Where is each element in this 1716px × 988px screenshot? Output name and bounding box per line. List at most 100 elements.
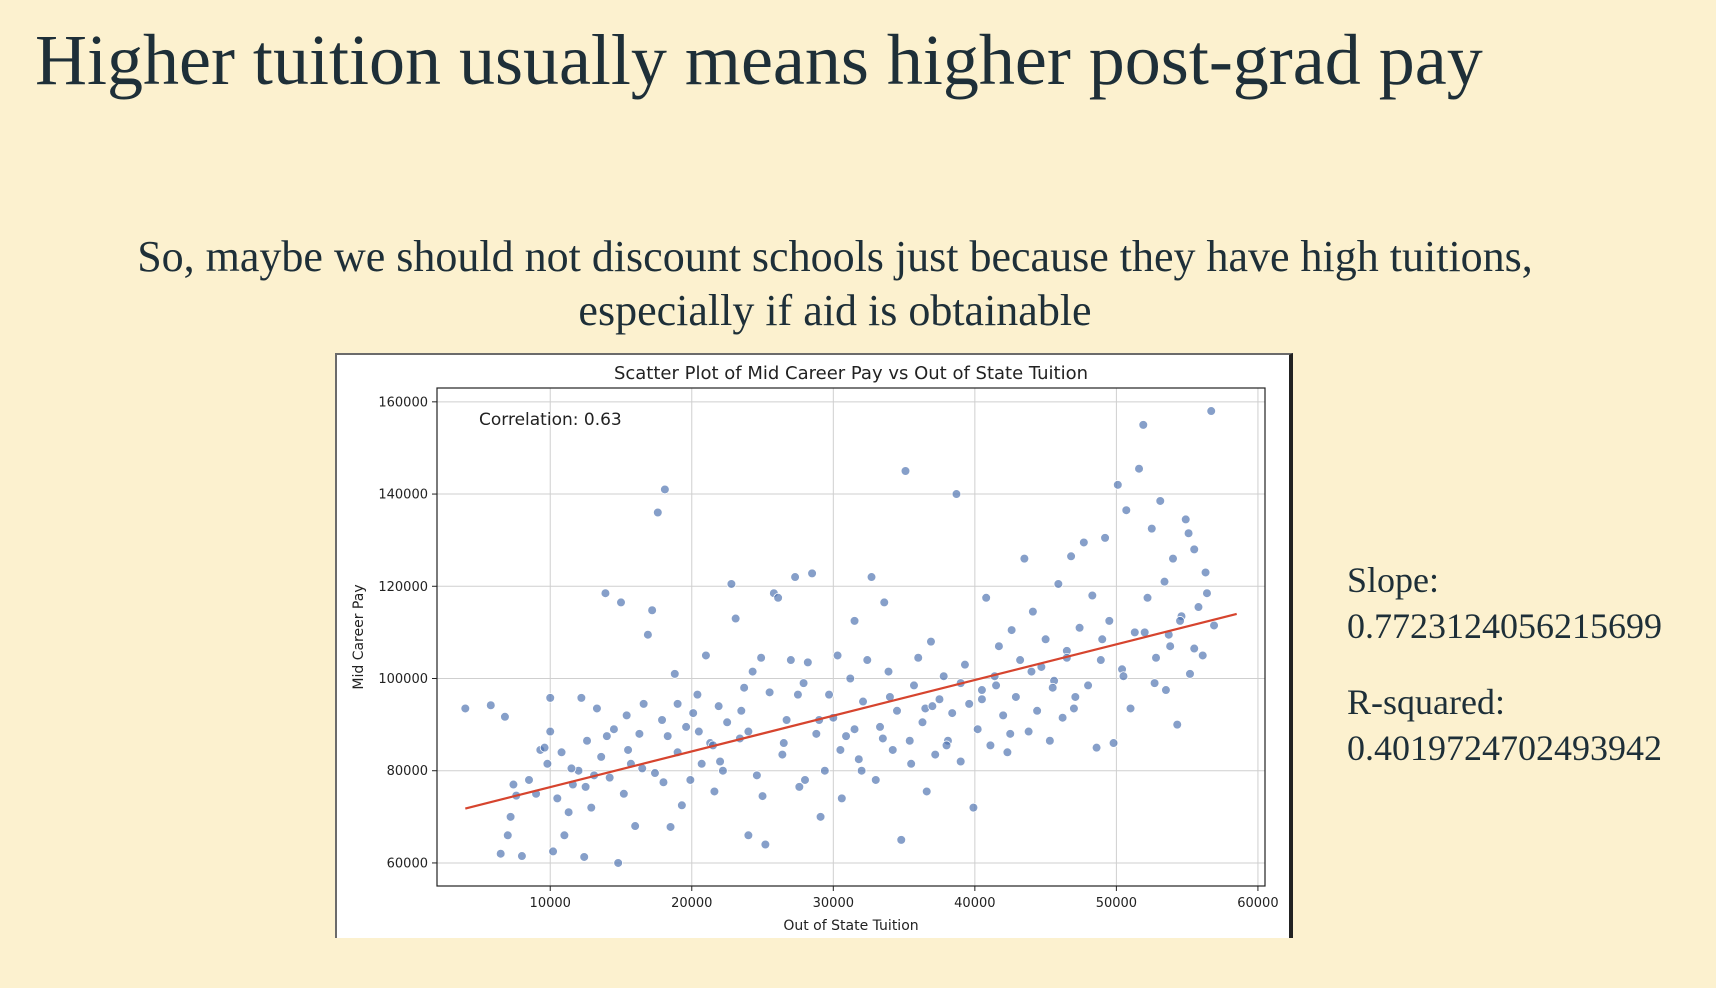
scatter-point bbox=[883, 666, 894, 677]
scatter-point bbox=[559, 830, 570, 841]
scatter-point bbox=[1069, 703, 1079, 714]
scatter-point bbox=[941, 740, 952, 751]
scatter-point bbox=[592, 703, 602, 714]
x-tick-label: 30000 bbox=[813, 896, 854, 911]
scatter-point bbox=[1159, 576, 1170, 587]
scatter-point bbox=[660, 484, 670, 495]
scatter-point bbox=[803, 657, 813, 668]
scatter-point bbox=[701, 650, 711, 661]
y-tick-label: 120000 bbox=[378, 580, 428, 595]
r-squared-label: R-squared: bbox=[1347, 682, 1505, 722]
scatter-point bbox=[1165, 641, 1175, 652]
scatter-point bbox=[1189, 643, 1200, 654]
x-tick-label: 20000 bbox=[671, 896, 712, 911]
scatter-point bbox=[913, 652, 924, 663]
x-tick-label: 50000 bbox=[1096, 896, 1137, 911]
scatter-point bbox=[517, 851, 527, 861]
x-axis-label: Out of State Tuition bbox=[783, 918, 918, 934]
scatter-point bbox=[875, 722, 885, 732]
scatter-point bbox=[927, 701, 938, 711]
scatter-point bbox=[906, 759, 916, 769]
scatter-point bbox=[1168, 553, 1178, 564]
scatter-point bbox=[650, 768, 660, 778]
scatter-point bbox=[1161, 685, 1171, 695]
scatter-point bbox=[743, 830, 754, 841]
scatter-point bbox=[972, 724, 983, 735]
scatter-point bbox=[688, 708, 698, 718]
scatter-point bbox=[1206, 406, 1217, 416]
scatter-point bbox=[900, 466, 911, 476]
scatter-point bbox=[917, 717, 928, 728]
correlation-annotation: Correlation: 0.63 bbox=[479, 410, 622, 430]
scatter-point bbox=[566, 763, 577, 774]
scatter-point bbox=[1074, 622, 1085, 633]
scatter-point bbox=[807, 568, 817, 579]
scatter-point bbox=[580, 782, 591, 792]
scatter-point bbox=[1112, 480, 1123, 490]
scatter-point bbox=[694, 726, 704, 737]
scatter-point bbox=[985, 740, 996, 751]
scatter-point bbox=[1015, 655, 1025, 665]
scatter-point bbox=[981, 593, 991, 603]
scatter-point bbox=[508, 779, 519, 790]
scatter-point bbox=[1209, 620, 1219, 631]
scatter-point bbox=[991, 680, 1001, 691]
scatter-point bbox=[1032, 705, 1042, 716]
scatter-point bbox=[1142, 593, 1153, 603]
scatter-point bbox=[709, 786, 720, 797]
scatter-point bbox=[736, 705, 747, 716]
scatter-point bbox=[879, 597, 890, 608]
plot-frame bbox=[436, 387, 1266, 887]
scatter-point bbox=[1026, 666, 1037, 677]
scatter-point bbox=[621, 710, 632, 721]
scatter-point bbox=[1006, 625, 1017, 635]
scatter-point bbox=[602, 731, 612, 741]
scatter-point bbox=[756, 652, 766, 663]
scatter-point bbox=[576, 693, 587, 703]
scatter-point bbox=[1149, 678, 1160, 688]
subtitle-line-2: especially if aid is obtainable bbox=[578, 286, 1092, 335]
scatter-point bbox=[757, 791, 768, 801]
scatter-point bbox=[730, 613, 741, 624]
scatter-point bbox=[790, 572, 800, 582]
scatter-chart: Scatter Plot of Mid Career Pay vs Out of… bbox=[351, 363, 1279, 934]
scatter-point bbox=[1087, 590, 1098, 601]
slope-value: 0.7723124056215699 bbox=[1347, 606, 1662, 646]
scatter-point bbox=[1066, 551, 1076, 562]
scatter-point bbox=[542, 759, 553, 769]
scatter-point bbox=[1079, 537, 1089, 548]
scatter-point bbox=[781, 715, 792, 725]
scatter-point bbox=[786, 655, 796, 665]
scatter-point bbox=[672, 699, 683, 709]
scatter-point bbox=[743, 726, 754, 737]
scatter-point bbox=[1070, 692, 1081, 702]
scatter-point bbox=[947, 708, 957, 718]
scatter-point bbox=[896, 835, 907, 845]
scatter-point bbox=[600, 588, 611, 598]
slope-block: Slope: 0.7723124056215699 bbox=[1347, 557, 1662, 649]
scatter-point bbox=[1125, 703, 1136, 714]
scatter-point bbox=[545, 726, 556, 737]
scatter-point bbox=[1028, 606, 1038, 617]
scatter-point bbox=[1155, 496, 1166, 506]
scatter-point bbox=[1134, 463, 1144, 474]
scatter-point bbox=[892, 705, 902, 716]
scatter-point bbox=[778, 738, 789, 748]
scatter-point bbox=[1019, 553, 1030, 564]
scatter-point bbox=[1121, 505, 1132, 515]
y-tick-label: 100000 bbox=[378, 672, 428, 687]
slide-subtitle: So, maybe we should not discount schools… bbox=[40, 230, 1630, 338]
scatter-point bbox=[1197, 650, 1208, 661]
scatter-point bbox=[870, 775, 881, 785]
scatter-point bbox=[773, 593, 783, 603]
scatter-point bbox=[930, 749, 941, 760]
scatter-point bbox=[713, 701, 724, 711]
scatter-point bbox=[524, 775, 534, 785]
scatter-point bbox=[1023, 726, 1034, 737]
scatter-point bbox=[853, 754, 864, 764]
y-tick-label: 140000 bbox=[378, 488, 428, 503]
scatter-point bbox=[835, 745, 846, 755]
scatter-point bbox=[820, 765, 830, 776]
scatter-point bbox=[811, 729, 822, 739]
scatter-point bbox=[1175, 616, 1185, 626]
